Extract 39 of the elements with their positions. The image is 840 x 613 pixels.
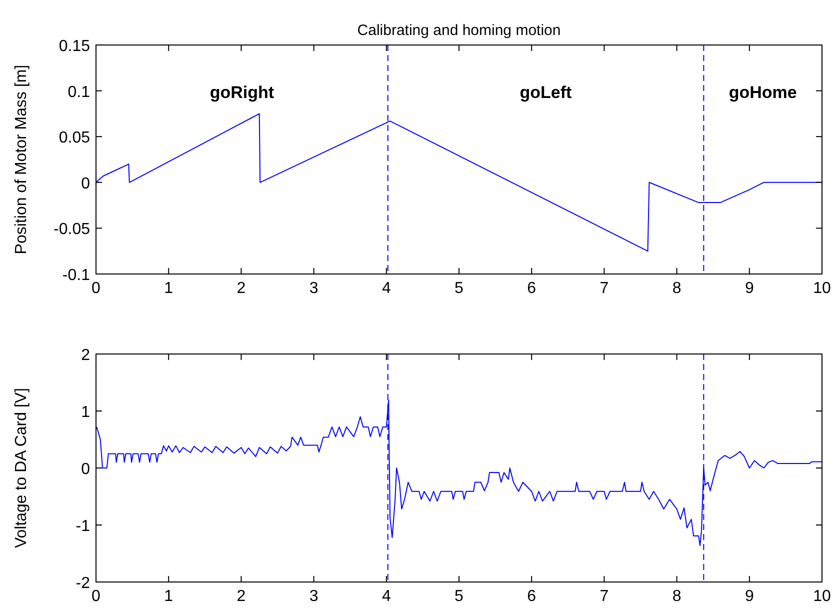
x-tick-label: 2: [236, 588, 246, 605]
y-tick-label: -1: [76, 518, 90, 535]
y-tick-label: 0: [81, 461, 90, 478]
x-tick-label: 1: [164, 588, 174, 605]
y-tick-label: 0.1: [68, 84, 90, 101]
x-tick-label: 1: [164, 280, 174, 297]
x-tick-label: 3: [309, 588, 318, 605]
annotation: goRight: [210, 83, 274, 102]
x-tick-label: 6: [527, 588, 536, 605]
annotation: goHome: [728, 83, 797, 102]
x-tick-label: 7: [600, 280, 609, 297]
x-tick-label: 8: [672, 588, 682, 605]
y-tick-label: 0: [81, 175, 90, 192]
x-tick-label: 5: [454, 588, 464, 605]
x-tick-label: 10: [813, 280, 831, 297]
annotation: goLeft: [520, 83, 572, 102]
y-tick-label: -2: [76, 575, 90, 592]
y-tick-label: -0.1: [62, 267, 90, 284]
x-tick-label: 3: [309, 280, 318, 297]
x-tick-label: 9: [744, 588, 754, 605]
x-tick-label: 0: [92, 280, 101, 297]
y-tick-label: 0.15: [58, 38, 90, 55]
x-tick-label: 0: [92, 588, 101, 605]
x-tick-label: 6: [527, 280, 536, 297]
y-tick-label: 1: [81, 404, 90, 421]
x-tick-label: 4: [382, 280, 391, 297]
x-tick-label: 10: [813, 588, 831, 605]
y-axis-title: Position of Motor Mass [m]: [13, 64, 30, 254]
x-tick-label: 9: [744, 280, 754, 297]
x-tick-label: 8: [672, 280, 682, 297]
y-axis-title: Voltage to DA Card [V]: [13, 388, 30, 548]
x-tick-label: 2: [236, 280, 246, 297]
y-tick-label: 2: [81, 347, 90, 364]
y-tick-label: 0.05: [58, 130, 90, 147]
x-tick-label: 7: [600, 588, 609, 605]
y-tick-label: -0.05: [54, 221, 90, 238]
x-tick-label: 4: [382, 588, 391, 605]
chart-title: Calibrating and homing motion: [357, 22, 561, 39]
x-tick-label: 5: [454, 280, 464, 297]
